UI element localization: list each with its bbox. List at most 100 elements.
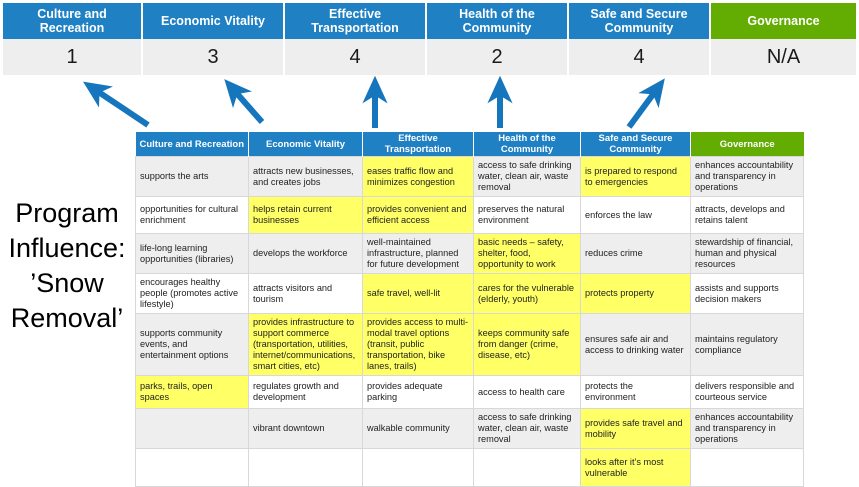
matrix-header-effective-transportation[interactable]: Effective Transportation [362,132,474,157]
matrix-cell[interactable]: regulates growth and development [248,375,363,409]
matrix-cell[interactable]: basic needs – safety, shelter, food, opp… [473,233,581,274]
arrow-up-left-icon-1 [83,81,150,128]
scorecard-value-text: 2 [491,45,503,68]
scorecard-value-economic-vitality: 3 [143,39,285,75]
matrix-cell[interactable]: encourages healthy people (promotes acti… [135,273,249,314]
matrix-header-culture-and-recreation[interactable]: Culture and Recreation [135,132,249,157]
matrix-cell[interactable]: ensures safe air and access to drinking … [580,313,691,376]
matrix-cell[interactable] [473,448,581,487]
program-influence-line-4: Removal’ [10,303,124,333]
matrix-cell[interactable]: protects the environment [580,375,691,409]
matrix-cell[interactable]: attracts new businesses, and creates job… [248,156,363,197]
matrix-cell[interactable]: provides adequate parking [362,375,474,409]
scorecard-value-culture-and-recreation: 1 [3,39,143,75]
scorecard-value-text: 1 [66,45,78,68]
scorecard-value-effective-transportation: 4 [285,39,427,75]
program-influence-label: Program Influence: ’Snow Removal’ [2,196,132,336]
matrix-header-governance[interactable]: Governance [690,132,804,157]
matrix-cell[interactable]: attracts, develops and retains talent [690,196,804,234]
scorecard-header-health-of-the-community[interactable]: Health of the Community [427,3,569,39]
matrix-header-row: Culture and Recreation Economic Vitality… [135,132,804,157]
table-row: looks after it’s most vulnerable [135,448,804,487]
influence-matrix-table: Culture and Recreation Economic Vitality… [135,132,804,487]
matrix-cell[interactable] [135,448,249,487]
matrix-cell[interactable]: supports the arts [135,156,249,197]
scorecard-header-label: Effective Transportation [311,7,399,35]
scorecard-panel: Culture and Recreation Economic Vitality… [3,3,856,75]
table-row: supports the arts attracts new businesse… [135,156,804,197]
matrix-cell[interactable]: access to health care [473,375,581,409]
table-row: encourages healthy people (promotes acti… [135,273,804,314]
scorecard-header-row: Culture and Recreation Economic Vitality… [3,3,856,39]
matrix-cell[interactable]: opportunities for cultural enrichment [135,196,249,234]
scorecard-value-text: N/A [766,45,801,68]
matrix-cell[interactable]: keeps community safe from danger (crime,… [473,313,581,376]
arrow-up-left-icon-2 [224,79,265,124]
matrix-cell[interactable]: access to safe drinking water, clean air… [473,156,581,197]
matrix-cell[interactable] [135,408,249,449]
scorecard-header-governance[interactable]: Governance [711,3,856,39]
matrix-cell[interactable]: protects property [580,273,691,314]
matrix-header-health-of-the-community[interactable]: Health of the Community [473,132,581,157]
matrix-cell[interactable]: vibrant downtown [248,408,363,449]
matrix-cell[interactable]: enforces the law [580,196,691,234]
arrow-group [83,75,665,129]
matrix-cell[interactable]: provides infrastructure to support comme… [248,313,363,376]
matrix-cell[interactable]: enhances accountability and transparency… [690,156,804,197]
matrix-cell[interactable]: maintains regulatory compliance [690,313,804,376]
matrix-cell[interactable]: helps retain current businesses [248,196,363,234]
scorecard-value-safe-and-secure-community: 4 [569,39,711,75]
scorecard-header-label: Safe and Secure Community [590,7,688,35]
matrix-header-safe-and-secure-community[interactable]: Safe and Secure Community [580,132,691,157]
program-influence-line-3: ’Snow [30,268,104,298]
matrix-cell[interactable]: supports community events, and entertain… [135,313,249,376]
matrix-cell[interactable]: stewardship of financial, human and phys… [690,233,804,274]
matrix-cell[interactable] [248,448,363,487]
matrix-cell[interactable]: is prepared to respond to emergencies [580,156,691,197]
matrix-cell[interactable]: enhances accountability and transparency… [690,408,804,449]
scorecard-value-governance: N/A [711,39,856,75]
scorecard-header-label: Culture and Recreation [37,7,107,35]
scorecard-header-label: Governance [747,14,820,28]
matrix-cell[interactable]: preserves the natural environment [473,196,581,234]
matrix-cell[interactable]: access to safe drinking water, clean air… [473,408,581,449]
matrix-cell[interactable]: delivers responsible and courteous servi… [690,375,804,409]
matrix-cell[interactable] [690,448,804,487]
matrix-cell[interactable]: safe travel, well-lit [362,273,474,314]
matrix-cell[interactable] [362,448,474,487]
scorecard-header-effective-transportation[interactable]: Effective Transportation [285,3,427,39]
scorecard-header-safe-and-secure-community[interactable]: Safe and Secure Community [569,3,711,39]
scorecard-value-text: 4 [633,45,645,68]
matrix-header-economic-vitality[interactable]: Economic Vitality [248,132,363,157]
matrix-cell[interactable]: provides access to multi-modal travel op… [362,313,474,376]
program-influence-line-2: Influence: [8,233,126,263]
scorecard-header-culture-and-recreation[interactable]: Culture and Recreation [3,3,143,39]
scorecard-header-label: Health of the Community [459,7,535,35]
matrix-cell[interactable]: provides convenient and efficient access [362,196,474,234]
scorecard-header-label: Economic Vitality [161,14,265,28]
matrix-cell[interactable]: provides safe travel and mobility [580,408,691,449]
scorecard-value-text: 4 [349,45,361,68]
matrix-cell[interactable]: cares for the vulnerable (elderly, youth… [473,273,581,314]
scorecard-value-health-of-the-community: 2 [427,39,569,75]
matrix-cell[interactable]: looks after it’s most vulnerable [580,448,691,487]
matrix-cell[interactable]: parks, trails, open spaces [135,375,249,409]
matrix-cell[interactable]: life-long learning opportunities (librar… [135,233,249,274]
matrix-cell[interactable]: assists and supports decision makers [690,273,804,314]
table-row: life-long learning opportunities (librar… [135,233,804,274]
matrix-cell[interactable]: attracts visitors and tourism [248,273,363,314]
table-row: opportunities for cultural enrichment he… [135,196,804,234]
matrix-cell[interactable]: develops the workforce [248,233,363,274]
scorecard-value-row: 1 3 4 2 4 N/A [3,39,856,75]
matrix-cell[interactable]: reduces crime [580,233,691,274]
program-influence-line-1: Program [15,198,119,228]
matrix-cell[interactable]: eases traffic flow and minimizes congest… [362,156,474,197]
scorecard-value-text: 3 [207,45,219,68]
arrow-up-right-icon-5 [626,78,665,129]
matrix-cell[interactable]: well-maintained infrastructure, planned … [362,233,474,274]
scorecard-header-economic-vitality[interactable]: Economic Vitality [143,3,285,39]
matrix-cell[interactable]: walkable community [362,408,474,449]
table-row: parks, trails, open spaces regulates gro… [135,375,804,409]
table-row: vibrant downtown walkable community acce… [135,408,804,449]
table-row: supports community events, and entertain… [135,313,804,376]
